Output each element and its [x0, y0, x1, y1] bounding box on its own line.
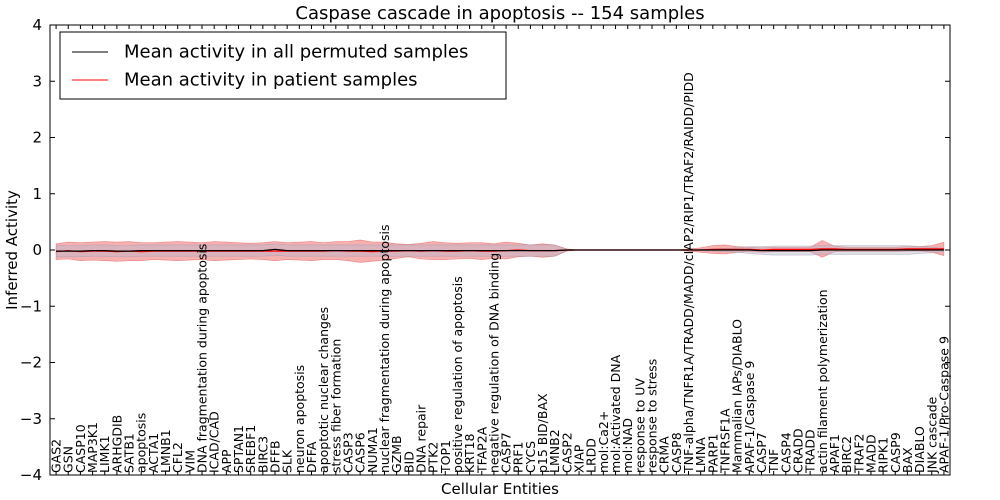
x-tick-label: response to UV — [632, 378, 647, 473]
x-axis-label: Cellular Entities — [441, 480, 559, 498]
x-tick-label: PTK2 — [426, 442, 441, 473]
x-tick-label: RIPK1 — [876, 437, 891, 473]
x-tick-label: APAF-1/Caspase 9 — [742, 361, 757, 473]
x-tick-label: mol:Activated DNA — [608, 354, 623, 473]
x-tick-label: mol:NAD — [620, 418, 635, 473]
y-tick-label: −4 — [20, 466, 42, 484]
x-tick-label: SATB1 — [122, 433, 137, 473]
x-tick-label: VIM — [182, 450, 197, 473]
x-tick-label: APP — [219, 449, 234, 473]
x-tick-label: response to stress — [645, 359, 660, 473]
x-tick-label: TFAP2A — [474, 426, 489, 474]
y-tick-label: 4 — [32, 16, 42, 34]
chart-title: Caspase cascade in apoptosis -- 154 samp… — [295, 3, 704, 24]
x-tick-label: negative regulation of DNA binding — [486, 253, 501, 473]
x-tick-label: MADD — [863, 434, 878, 473]
x-tick-label: LMNB1 — [158, 429, 173, 473]
x-tick-labels: GAS2GSNCASP10MAP3K1LIMK1ARHGDIBSATB1apop… — [49, 72, 952, 474]
y-tick-label: 3 — [32, 72, 42, 90]
x-tick-label: XIAP — [572, 444, 587, 473]
x-tick-label: CRMA — [657, 436, 672, 473]
x-tick-label: LMNB2 — [547, 429, 562, 473]
x-tick-label: Mammalian IAPs/DIABLO — [730, 319, 745, 473]
y-tick-labels: −4 −3 −2 −1 0 1 2 3 4 — [20, 16, 42, 484]
x-tick-label: CASP4 — [778, 432, 793, 473]
x-tick-label: CFL2 — [170, 442, 185, 473]
x-tick-label: TRADD — [803, 429, 818, 474]
x-tick-label: KRT18 — [462, 433, 477, 473]
y-axis-label: Inferred Activity — [3, 190, 21, 310]
x-tick-label: TNF — [766, 449, 781, 474]
x-tick-label: apoptosis — [134, 413, 149, 473]
x-tick-label: SLK — [280, 449, 295, 473]
x-tick-label: BIRC2 — [839, 436, 854, 473]
x-tick-label: stress fiber formation — [328, 339, 343, 473]
x-tick-label: DNA repair — [413, 404, 428, 473]
x-tick-label: SPTAN1 — [231, 425, 246, 473]
x-tick-label: GSN — [61, 446, 76, 473]
x-tick-label: SREBF1 — [243, 425, 258, 473]
x-tick-label: LMNA — [693, 437, 708, 473]
x-tick-label: MAP3K1 — [85, 422, 100, 473]
y-tick-label: −1 — [20, 297, 42, 315]
x-tick-label: GAS2 — [49, 439, 64, 473]
x-tick-label: TOP1 — [438, 440, 453, 474]
x-tick-label: DNA fragmentation during apoptosis — [195, 244, 210, 473]
x-tick-label: BID — [401, 451, 416, 473]
x-tick-label: CASP9 — [888, 432, 903, 473]
x-tick-label: apoptotic nuclear changes — [316, 307, 331, 473]
y-tick-label: 0 — [32, 241, 42, 259]
x-tick-label: CRADD — [791, 428, 806, 473]
x-tick-label: DFFA — [304, 441, 319, 473]
y-tick-label: −2 — [20, 354, 42, 372]
x-tick-label: positive regulation of apoptosis — [450, 276, 465, 473]
legend-label-patient: Mean activity in patient samples — [124, 70, 418, 91]
x-tick-label: PARP1 — [705, 433, 720, 472]
x-tick-label: ACTA1 — [146, 433, 161, 473]
x-tick-label: CASP8 — [669, 432, 684, 473]
x-tick-label: CASP10 — [73, 424, 88, 473]
x-tick-label: CYCS — [523, 441, 538, 473]
legend: Mean activity in all permuted samples Me… — [59, 31, 507, 100]
x-tick-label: DIABLO — [912, 426, 927, 473]
x-tick-label: LIMK1 — [97, 435, 112, 473]
x-tick-label: JNK cascade — [924, 396, 939, 474]
y-tick-label: 1 — [32, 185, 42, 203]
y-tick-label: −3 — [20, 410, 42, 428]
series-lines — [56, 248, 944, 253]
series-line-permuted — [56, 248, 944, 252]
x-tick-label: CASP2 — [559, 432, 574, 473]
x-tick-label: APAF1 — [827, 434, 842, 473]
x-tick-label: p15 BID/BAX — [535, 393, 550, 473]
x-tick-label: CASP7 — [499, 432, 514, 473]
x-tick-label: TNF-alpha/TNFR1A/TRADD/MADD/cIAP2/RIP1/T… — [681, 72, 696, 474]
y-tick-label: 2 — [32, 129, 42, 147]
x-tick-label: LRDD — [584, 438, 599, 473]
x-tick-label: actin filament polymerization — [815, 289, 830, 473]
x-tick-label: mol:Ca2+ — [596, 411, 611, 473]
x-tick-label: CASP7 — [754, 432, 769, 473]
x-tick-label: GZMB — [389, 435, 404, 473]
x-tick-label: PRF1 — [511, 442, 526, 473]
x-tick-label: DFFB — [268, 440, 283, 473]
x-tick-label: nuclear fragmentation during apoptosis — [377, 224, 392, 473]
x-tick-label: CASP3 — [341, 432, 356, 473]
x-tick-label: ICAD/CAD — [207, 411, 222, 473]
legend-label-permuted: Mean activity in all permuted samples — [124, 42, 468, 63]
x-tick-label: CASP6 — [353, 432, 368, 473]
x-tick-label: BIRC3 — [255, 436, 270, 473]
x-tick-label: NUMA1 — [365, 427, 380, 473]
legend-box — [59, 31, 507, 100]
plot-frame — [49, 24, 951, 476]
x-tick-label: neuron apoptosis — [292, 365, 307, 473]
x-tick-label: ARHGDIB — [109, 415, 124, 473]
axis-ticks — [50, 24, 950, 476]
x-tick-label: BAX — [900, 447, 915, 473]
x-tick-label: APAF-1/Pro-Caspase 9 — [936, 336, 951, 473]
x-tick-label: TRAF2 — [851, 434, 866, 475]
x-tick-label: TNFRSF1A — [718, 408, 733, 474]
